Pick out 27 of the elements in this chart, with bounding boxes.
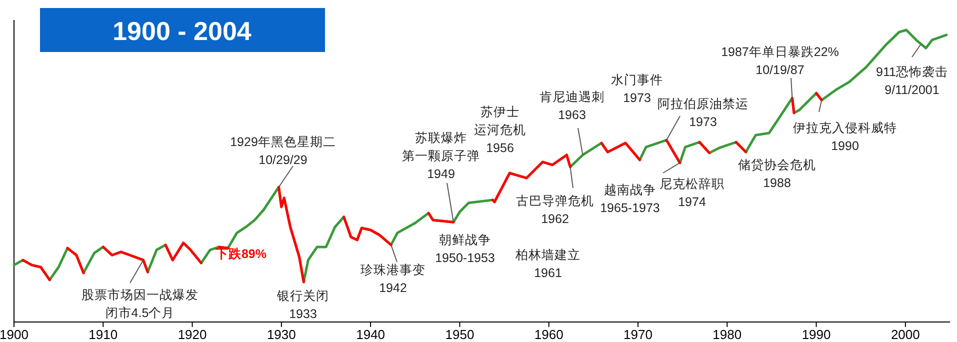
chart-title: 1900 - 2004 (112, 16, 252, 46)
x-tick-label: 1950 (445, 327, 474, 342)
annotation: 尼克松辞职 1974 (660, 177, 724, 209)
annotation: 朝鲜战争 1950-1953 (435, 233, 495, 265)
x-tick-label: 1910 (88, 327, 118, 342)
annotation: 伊拉克入侵科威特 1990 (793, 121, 897, 153)
annotation: 越南战争 1965-1973 (600, 183, 660, 215)
annotation: 肯尼迪遇刺 1963 (540, 90, 604, 122)
x-tick-label: 1960 (534, 327, 564, 342)
annotation: 下跌89% (214, 247, 267, 261)
annotation: 银行关闭 1933 (276, 289, 329, 321)
x-tick-label: 1940 (356, 327, 386, 342)
annotation: 古巴导弹危机 1962 (516, 194, 594, 226)
x-tick-label: 2000 (890, 327, 920, 342)
annotation: 珍珠港事变 1942 (360, 263, 426, 295)
x-tick-label: 1970 (624, 327, 652, 342)
annotation: 911恐怖袭击 9/11/2001 (876, 65, 948, 97)
x-tick-label: 1930 (266, 327, 296, 342)
annotation: 柏林墙建立 1961 (514, 247, 580, 280)
annotation: 储贷协会危机 1988 (738, 158, 816, 190)
x-tick-label: 1920 (178, 327, 207, 342)
x-tick-label: 1980 (712, 327, 742, 342)
annotation: 1929年黑色星期二 10/29/29 (230, 135, 336, 167)
annotation: 股票市场因一战爆发闭市4.5个月 (82, 288, 198, 320)
x-tick-label: 1990 (802, 327, 831, 342)
x-tick-label: 1900 (0, 327, 28, 342)
annotation: 1987年单日暴跌22% 10/19/87 (721, 45, 839, 77)
